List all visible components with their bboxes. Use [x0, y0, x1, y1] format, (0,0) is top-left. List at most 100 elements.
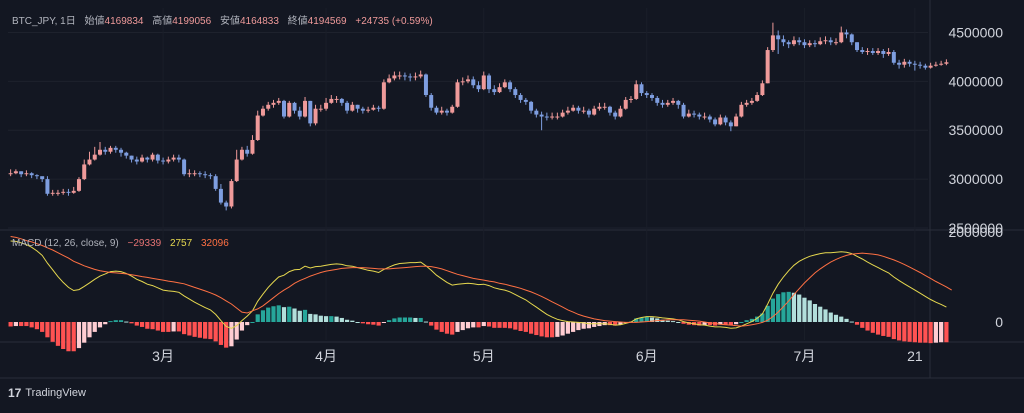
candle-body[interactable]: [113, 147, 118, 150]
candle-body[interactable]: [802, 42, 807, 46]
candle-body[interactable]: [339, 98, 344, 103]
candle-body[interactable]: [660, 102, 665, 105]
macd-histogram-bar[interactable]: [928, 322, 933, 344]
macd-histogram-bar[interactable]: [523, 322, 528, 332]
candle-body[interactable]: [450, 106, 455, 113]
macd-histogram-bar[interactable]: [281, 307, 287, 322]
candle-body[interactable]: [692, 113, 697, 115]
candle-body[interactable]: [266, 104, 271, 109]
candle-body[interactable]: [455, 82, 460, 107]
candle-body[interactable]: [881, 51, 886, 54]
macd-histogram-bar[interactable]: [791, 292, 797, 322]
candle-body[interactable]: [397, 75, 402, 77]
macd-histogram-bar[interactable]: [723, 322, 728, 325]
macd-histogram-bar[interactable]: [129, 322, 134, 324]
macd-histogram-bar[interactable]: [918, 322, 923, 343]
candle-body[interactable]: [886, 52, 891, 54]
candle-body[interactable]: [140, 157, 145, 162]
candle-body[interactable]: [739, 104, 744, 117]
candle-body[interactable]: [597, 106, 602, 109]
macd-histogram-bar[interactable]: [29, 322, 34, 328]
candle-body[interactable]: [245, 149, 250, 154]
candle-body[interactable]: [250, 140, 255, 154]
macd-histogram-bar[interactable]: [455, 322, 460, 332]
macd-histogram-bar[interactable]: [497, 322, 502, 328]
macd-histogram-bar[interactable]: [82, 322, 87, 343]
candle-body[interactable]: [466, 79, 470, 82]
candle-body[interactable]: [334, 98, 339, 100]
candle-body[interactable]: [550, 116, 555, 118]
candle-body[interactable]: [534, 110, 539, 115]
candle-body[interactable]: [592, 108, 597, 115]
macd-histogram-bar[interactable]: [875, 322, 881, 335]
candle-body[interactable]: [192, 173, 197, 175]
candle-body[interactable]: [728, 122, 733, 127]
candle-body[interactable]: [61, 191, 66, 193]
macd-histogram-bar[interactable]: [450, 322, 455, 335]
macd-histogram-bar[interactable]: [550, 322, 555, 338]
candle-body[interactable]: [176, 157, 181, 160]
candle-body[interactable]: [723, 117, 728, 123]
macd-histogram-bar[interactable]: [555, 322, 560, 337]
macd-histogram-bar[interactable]: [854, 322, 860, 325]
candle-body[interactable]: [224, 202, 229, 207]
candle-body[interactable]: [860, 50, 865, 52]
candle-body[interactable]: [271, 102, 276, 105]
macd-histogram-bar[interactable]: [444, 322, 450, 334]
macd-histogram-bar[interactable]: [76, 322, 82, 349]
candle-body[interactable]: [429, 95, 434, 108]
macd-histogram-bar[interactable]: [613, 322, 618, 326]
candle-body[interactable]: [197, 173, 202, 175]
candle-body[interactable]: [560, 112, 565, 117]
macd-histogram-bar[interactable]: [544, 322, 549, 338]
macd-histogram-bar[interactable]: [197, 322, 202, 338]
macd-histogram-bar[interactable]: [660, 319, 665, 322]
candle-body[interactable]: [324, 102, 329, 109]
macd-histogram-bar[interactable]: [560, 322, 565, 336]
macd-histogram-bar[interactable]: [865, 322, 870, 331]
candle-body[interactable]: [134, 159, 139, 162]
candle-body[interactable]: [119, 149, 124, 153]
macd-histogram-bar[interactable]: [502, 322, 507, 328]
candle-body[interactable]: [345, 102, 350, 111]
candle-body[interactable]: [308, 100, 313, 124]
macd-histogram-bar[interactable]: [571, 322, 576, 332]
candle-body[interactable]: [744, 102, 749, 105]
candle-body[interactable]: [366, 109, 371, 111]
macd-histogram-bar[interactable]: [187, 322, 192, 336]
macd-histogram-bar[interactable]: [828, 312, 833, 322]
macd-histogram-bar[interactable]: [670, 321, 676, 323]
macd-histogram-bar[interactable]: [586, 322, 592, 329]
candle-body[interactable]: [318, 108, 323, 110]
candle-body[interactable]: [492, 89, 497, 93]
candle-body[interactable]: [434, 107, 439, 113]
macd-histogram-bar[interactable]: [439, 322, 444, 332]
macd-histogram-bar[interactable]: [397, 317, 402, 323]
candle-body[interactable]: [628, 98, 633, 100]
candle-body[interactable]: [902, 61, 907, 65]
candle-body[interactable]: [607, 106, 612, 113]
macd-histogram-bar[interactable]: [108, 321, 113, 323]
candle-body[interactable]: [571, 107, 576, 111]
macd-histogram-bar[interactable]: [276, 305, 281, 322]
candle-body[interactable]: [891, 52, 896, 63]
candle-body[interactable]: [381, 82, 386, 109]
candle-body[interactable]: [71, 190, 76, 193]
candle-body[interactable]: [686, 113, 691, 117]
candle-body[interactable]: [8, 173, 13, 175]
macd-histogram-bar[interactable]: [933, 322, 938, 343]
macd-histogram-bar[interactable]: [61, 322, 66, 349]
macd-histogram-bar[interactable]: [755, 316, 760, 322]
macd-histogram-bar[interactable]: [360, 322, 365, 324]
candle-body[interactable]: [818, 41, 823, 45]
macd-histogram-bar[interactable]: [807, 300, 812, 322]
candle-body[interactable]: [634, 84, 639, 99]
candle-body[interactable]: [34, 175, 39, 177]
macd-histogram-bar[interactable]: [344, 319, 350, 322]
macd-histogram-bar[interactable]: [118, 320, 124, 322]
candle-body[interactable]: [355, 104, 360, 109]
candle-body[interactable]: [350, 104, 355, 111]
macd-histogram-bar[interactable]: [860, 322, 865, 328]
candle-body[interactable]: [655, 97, 660, 103]
